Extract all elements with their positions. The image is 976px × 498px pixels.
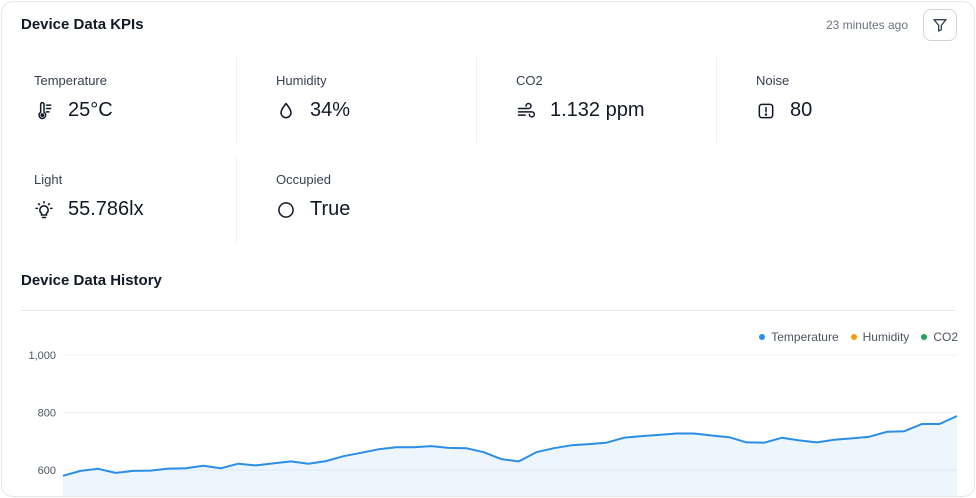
kpi-value: 80 [790, 99, 813, 121]
legend-dot [759, 334, 766, 340]
kpi-label: CO2 [516, 73, 543, 88]
legend-item-co2[interactable]: CO2 [921, 330, 958, 344]
kpi-occupied: Occupied True [236, 156, 477, 242]
alert-square-icon [756, 101, 776, 121]
kpi-temperature: Temperature 25°C [2, 57, 242, 143]
kpi-value: 34% [310, 99, 351, 121]
legend-label: Humidity [862, 330, 910, 344]
legend-item-humidity[interactable]: Humidity [850, 330, 910, 344]
lightbulb-icon [34, 200, 54, 220]
kpi-noise: Noise 80 [716, 57, 957, 143]
wind-icon [516, 101, 536, 121]
kpi-value: True [310, 198, 351, 220]
last-updated-timestamp: 23 minutes ago [825, 18, 908, 32]
kpi-value: 1.132 ppm [550, 99, 645, 121]
legend-item-temperature[interactable]: Temperature [759, 330, 839, 344]
kpi-humidity: Humidity 34% [236, 57, 477, 143]
legend-label: Temperature [771, 330, 839, 344]
history-chart: Temperature Humidity CO2 1,000 800 600 [2, 320, 974, 496]
thermometer-icon [34, 101, 54, 121]
droplet-icon [276, 101, 296, 121]
kpi-value: 55.786lx [68, 198, 144, 220]
kpi-co2: CO2 1.132 ppm [476, 57, 717, 143]
kpi-label: Humidity [276, 73, 327, 88]
y-tick-label: 600 [38, 465, 56, 477]
temperature-area [63, 416, 957, 496]
legend-label: CO2 [933, 330, 958, 344]
kpi-label: Occupied [276, 172, 331, 187]
circle-icon [276, 200, 296, 220]
card-header: Device Data KPIs 23 minutes ago [2, 2, 974, 50]
chart-legend: Temperature Humidity CO2 [759, 330, 958, 344]
legend-dot [921, 334, 928, 340]
divider [21, 310, 955, 311]
kpi-label: Noise [756, 73, 790, 88]
temperature-series-line[interactable] [62, 415, 958, 477]
kpi-label: Temperature [34, 73, 107, 88]
kpi-value: 25°C [68, 99, 113, 121]
kpi-light: Light 55.786lx [2, 156, 242, 242]
y-tick-label: 800 [38, 408, 56, 420]
history-title: Device Data History [21, 272, 162, 289]
kpi-label: Light [34, 172, 63, 187]
y-tick-label: 1,000 [28, 350, 56, 362]
legend-dot [850, 334, 857, 340]
page-title: Device Data KPIs [21, 16, 144, 33]
filter-icon [933, 19, 947, 32]
chart-plot: 1,000 800 600 [28, 350, 958, 496]
filter-button[interactable] [923, 9, 957, 41]
